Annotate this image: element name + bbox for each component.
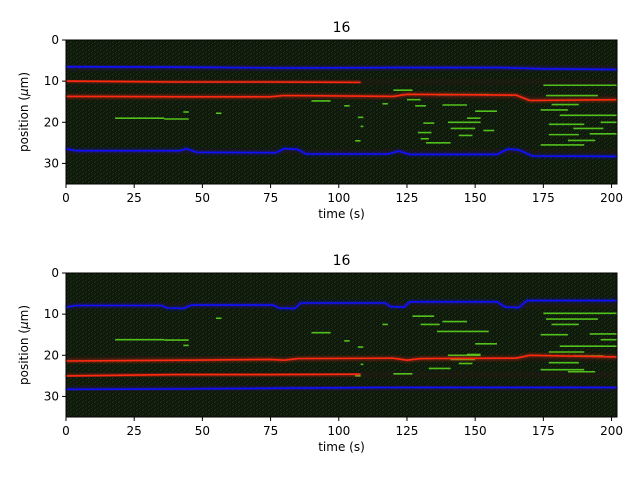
chart-panel-1: 0 25 50 75 100 125 150 175 200 0 10 20 30 16 time (s) p… bbox=[17, 20, 623, 221]
y-tick-label: 0 bbox=[51, 266, 59, 280]
x-tick-label: 25 bbox=[127, 424, 142, 438]
x-tick-label: 150 bbox=[464, 191, 487, 205]
x-tick-label: 175 bbox=[532, 424, 555, 438]
track-line bbox=[65, 354, 618, 362]
x-tick-label: 175 bbox=[532, 191, 555, 205]
x-tick-label: 25 bbox=[127, 191, 142, 205]
x-tick-label: 150 bbox=[464, 424, 487, 438]
axes-frame bbox=[65, 272, 618, 418]
x-tick-label: 0 bbox=[62, 191, 70, 205]
chart-title: 16 bbox=[333, 253, 351, 269]
y-tick-label: 30 bbox=[44, 156, 59, 170]
track-line bbox=[65, 373, 361, 377]
x-axis-label: time (s) bbox=[318, 207, 365, 221]
track-line bbox=[65, 93, 618, 102]
x-tick-label: 125 bbox=[396, 424, 419, 438]
x-tick-label: 75 bbox=[263, 424, 278, 438]
y-tick-label: 10 bbox=[44, 307, 59, 321]
x-tick-label: 200 bbox=[600, 191, 623, 205]
y-tick-label: 20 bbox=[44, 348, 59, 362]
y-axis-label: position (μm) bbox=[17, 305, 31, 385]
track-line bbox=[65, 386, 617, 391]
y-tick-label: 20 bbox=[44, 115, 59, 129]
y-tick-label: 0 bbox=[51, 33, 59, 47]
x-axis-label: time (s) bbox=[318, 440, 365, 454]
chart-title: 16 bbox=[333, 20, 351, 36]
chart-panel-2: 0 25 50 75 100 125 150 175 200 0 10 20 30 16 time (s) p… bbox=[17, 253, 623, 454]
x-tick-label: 50 bbox=[195, 191, 210, 205]
y-tick-label: 30 bbox=[44, 389, 59, 403]
band-shadow-1 bbox=[66, 302, 617, 309]
y-axis-label: position (μm) bbox=[17, 72, 31, 152]
x-tick-label: 125 bbox=[396, 191, 419, 205]
x-tick-label: 50 bbox=[195, 424, 210, 438]
track-line bbox=[65, 147, 618, 158]
kymograph-background bbox=[66, 273, 617, 417]
kymograph-background bbox=[66, 40, 617, 184]
x-tick-label: 75 bbox=[263, 191, 278, 205]
x-tick-label: 0 bbox=[62, 424, 70, 438]
x-tick-label: 100 bbox=[327, 191, 350, 205]
y-tick-label: 10 bbox=[44, 74, 59, 88]
x-tick-label: 200 bbox=[600, 424, 623, 438]
track-line bbox=[65, 65, 618, 71]
track-line bbox=[65, 80, 361, 84]
band-shadow-4 bbox=[66, 148, 617, 155]
signal-segments bbox=[115, 312, 617, 377]
axes-frame bbox=[65, 39, 618, 185]
track-line bbox=[65, 299, 617, 310]
x-tick-label: 100 bbox=[327, 424, 350, 438]
